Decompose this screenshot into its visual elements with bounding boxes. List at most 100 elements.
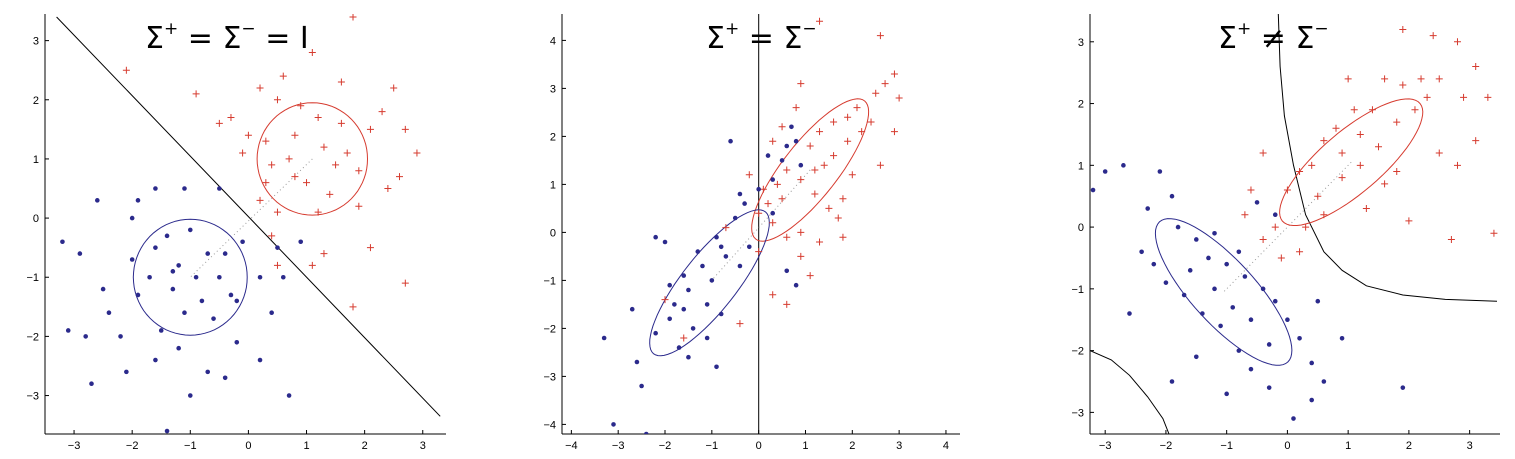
plus-point: [1314, 192, 1322, 200]
plus-point: [816, 128, 824, 136]
plus-point: [783, 233, 791, 241]
dot-point: [257, 274, 263, 280]
plus-point: [256, 84, 264, 92]
dot-point: [1272, 298, 1278, 304]
dot-point: [1169, 379, 1175, 384]
plus-point: [661, 296, 669, 304]
dot-point: [222, 375, 228, 381]
dot-point: [176, 263, 181, 268]
plus-point: [759, 185, 767, 193]
dot-point: [205, 369, 211, 375]
mean-connector: [1223, 161, 1352, 293]
plus-point: [268, 232, 276, 240]
plus-point: [279, 72, 287, 80]
dot-point: [164, 233, 170, 239]
plus-point: [755, 209, 763, 217]
dot-point: [135, 198, 141, 203]
x-tick-label: −1: [184, 440, 197, 452]
plus-point: [1283, 186, 1291, 194]
dot-point: [222, 251, 228, 256]
dot-point: [170, 269, 176, 274]
dot-point: [718, 244, 724, 250]
dot-point: [1193, 237, 1199, 242]
plus-point: [320, 143, 328, 151]
plus-point: [830, 152, 838, 160]
plus-point: [326, 190, 334, 198]
plot-area: [601, 14, 903, 434]
plus-point: [890, 128, 898, 136]
dot-point: [718, 311, 724, 317]
plus-point: [366, 244, 374, 252]
title-symbol: Σ: [145, 21, 164, 56]
plus-point: [797, 80, 805, 88]
plus-point: [839, 195, 847, 203]
dot-point: [280, 274, 286, 280]
x-tick-label: 0: [756, 440, 762, 452]
dot-point: [286, 393, 292, 398]
y-tick-label: 3: [1078, 37, 1084, 49]
dot-point: [700, 263, 705, 269]
plus-point: [825, 204, 833, 212]
dot-point: [1260, 286, 1266, 292]
plus-point: [816, 17, 824, 25]
plus-point: [1447, 235, 1455, 243]
dot-point: [1248, 317, 1254, 323]
dot-point: [182, 310, 187, 316]
y-tick-label: −1: [26, 272, 39, 284]
plus-point: [239, 149, 247, 157]
dot-point: [1206, 255, 1211, 261]
y-tick-label: 3: [33, 36, 39, 48]
plus-point: [1277, 254, 1285, 262]
x-tick-label: −4: [565, 440, 578, 452]
x-tick-label: −3: [1099, 440, 1112, 452]
plus-point: [1435, 75, 1443, 83]
dot-point: [1297, 335, 1302, 341]
x-tick-label: 3: [896, 440, 902, 452]
dot-point: [686, 354, 691, 360]
plus-point: [122, 66, 130, 74]
plus-point: [797, 252, 805, 260]
x-tick-label: 0: [245, 440, 251, 452]
x-tick-label: 1: [802, 440, 808, 452]
plus-point: [1338, 174, 1346, 182]
plus-point: [303, 179, 311, 187]
plus-point: [268, 161, 276, 169]
dot-point: [629, 306, 635, 312]
dot-point: [714, 234, 719, 240]
dot-point: [634, 359, 640, 365]
y-tick-label: 0: [1078, 222, 1084, 234]
plus-point: [848, 171, 856, 179]
dot-point: [298, 239, 304, 245]
dot-point: [1224, 391, 1229, 397]
y-tick-label: −4: [543, 419, 556, 431]
dot-point: [793, 138, 799, 144]
plus-point: [1362, 205, 1370, 213]
dot-point: [153, 245, 158, 250]
dot-point: [234, 298, 240, 304]
plus-point: [895, 94, 903, 102]
plus-point: [867, 118, 875, 126]
covariance-ellipse: [132, 218, 248, 336]
plus-point: [384, 185, 392, 193]
decision-boundary: [1277, 14, 1498, 302]
plus-point: [1435, 149, 1443, 157]
plus-point: [816, 238, 824, 246]
title-symbol: = Σ: [188, 21, 242, 56]
plus-point: [192, 90, 200, 98]
dot-point: [709, 278, 715, 283]
dot-point: [1212, 286, 1217, 292]
y-tick-label: −1: [1071, 284, 1084, 296]
plus-point: [343, 149, 351, 157]
dot-point: [1266, 385, 1272, 390]
plus-point: [792, 104, 800, 112]
dot-point: [1291, 416, 1296, 421]
mean-connector: [189, 158, 313, 278]
x-tick-label: −3: [612, 440, 625, 452]
plus-point: [1399, 81, 1407, 89]
dot-point: [217, 274, 222, 280]
title-superscript: +: [1237, 19, 1251, 39]
plus-point: [830, 118, 838, 126]
plus-point: [1460, 93, 1468, 101]
panel-1: −3 −2 −1 0 1 2 3 −3 −2 −1 0 1 2 3 Σ+ = Σ− = I: [26, 14, 446, 452]
title-symbol: = Σ: [749, 21, 803, 56]
